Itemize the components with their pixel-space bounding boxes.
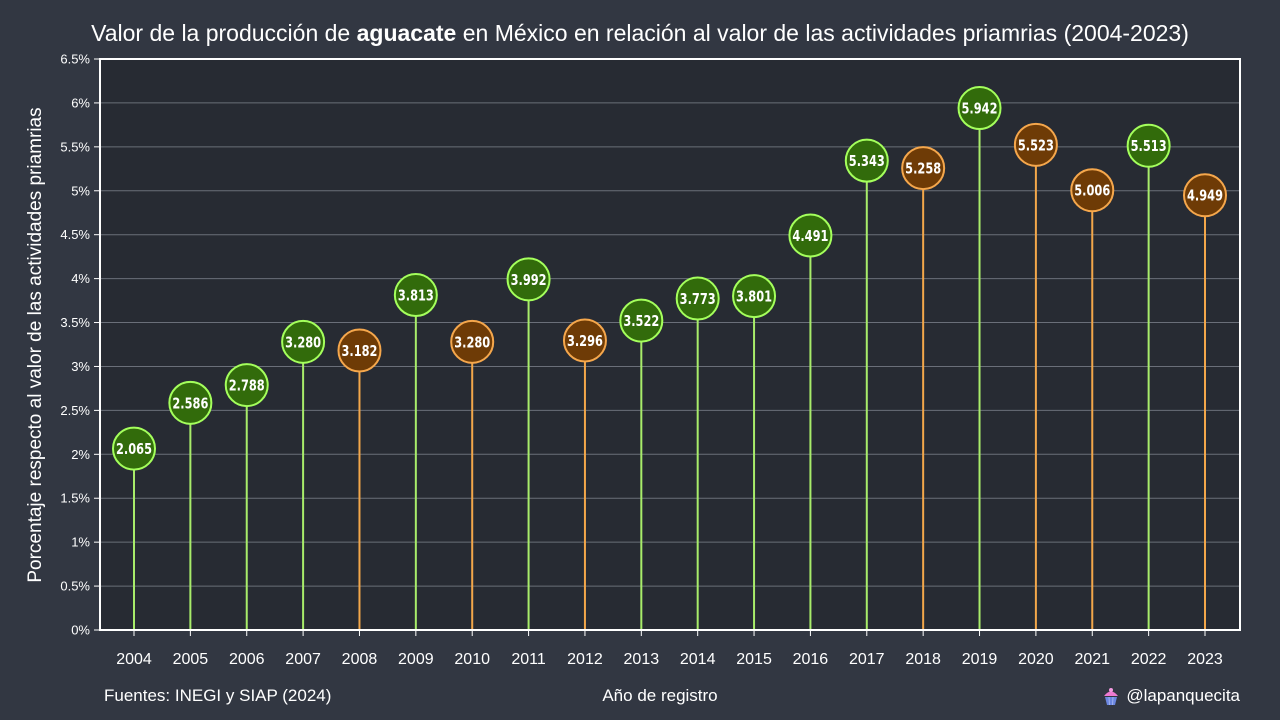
credit-handle: @lapanquecita xyxy=(1126,686,1240,705)
x-tick-label: 2023 xyxy=(1187,651,1223,668)
y-tick-label: 3% xyxy=(71,359,90,374)
title-before: Valor de la producción de xyxy=(91,20,357,46)
author-credit: @lapanquecita xyxy=(1102,686,1240,706)
x-tick-label: 2018 xyxy=(905,651,941,668)
y-tick-label: 0.5% xyxy=(60,579,90,594)
x-axis-ticks: 2004 2005 2006 2007 2008 2009 2010 2011 2012 2013… xyxy=(116,630,1223,668)
lollipop-marker xyxy=(506,257,551,302)
x-tick-label: 2007 xyxy=(285,651,321,668)
value-label: 3.992 xyxy=(511,271,547,289)
value-label: 3.296 xyxy=(567,332,603,350)
lollipop-markers: 2.065 2.586 2.788 3.280 3.182 3.813 3.280 3.992… xyxy=(112,86,1227,471)
x-tick-label: 2004 xyxy=(116,651,152,668)
lollipop-marker xyxy=(168,380,213,425)
value-label: 3.773 xyxy=(680,290,716,308)
title-bold: aguacate xyxy=(356,20,457,46)
lollipop-marker xyxy=(337,328,382,373)
lollipop-marker xyxy=(788,213,833,258)
x-tick-label: 2021 xyxy=(1074,651,1110,668)
lollipop-marker xyxy=(1183,173,1227,218)
y-tick-label: 2.5% xyxy=(60,403,90,418)
y-tick-label: 3.5% xyxy=(60,315,90,330)
lollipop-marker xyxy=(224,363,269,408)
lollipop-marker xyxy=(619,298,664,343)
x-tick-label: 2009 xyxy=(398,651,434,668)
value-label: 5.343 xyxy=(849,152,885,170)
x-tick-label: 2006 xyxy=(229,651,265,668)
lollipop-marker xyxy=(562,318,607,363)
value-label: 5.523 xyxy=(1018,136,1054,154)
x-tick-label: 2019 xyxy=(962,651,998,668)
lollipop-marker xyxy=(393,273,438,318)
x-tick-label: 2008 xyxy=(342,651,378,668)
lollipop-stems xyxy=(133,108,1206,630)
value-label: 3.522 xyxy=(623,312,659,330)
lollipop-marker xyxy=(675,276,720,321)
x-tick-label: 2005 xyxy=(173,651,209,668)
y-tick-label: 0% xyxy=(71,623,90,638)
y-axis-label: Porcentaje respecto al valor de las acti… xyxy=(25,107,46,583)
x-tick-label: 2017 xyxy=(849,651,885,668)
value-label: 5.513 xyxy=(1131,137,1167,155)
value-label: 5.258 xyxy=(905,160,941,178)
lollipop-marker xyxy=(1126,123,1171,168)
plot-frame xyxy=(99,58,1241,631)
lollipop-marker xyxy=(957,86,1002,131)
chart-title: Valor de la producción de aguacate en Mé… xyxy=(0,20,1280,47)
y-tick-label: 1% xyxy=(71,535,90,550)
lollipop-marker xyxy=(1070,168,1115,213)
x-tick-label: 2013 xyxy=(624,651,660,668)
x-tick-label: 2022 xyxy=(1131,651,1167,668)
plot-area xyxy=(100,59,1240,630)
lollipop-marker xyxy=(450,319,495,364)
value-label: 2.065 xyxy=(116,440,152,458)
value-label: 4.949 xyxy=(1187,187,1223,205)
y-tick-label: 6.5% xyxy=(60,52,90,67)
x-tick-label: 2016 xyxy=(793,651,829,668)
value-label: 2.586 xyxy=(172,394,208,412)
lollipop-marker xyxy=(1013,122,1058,167)
value-label: 5.942 xyxy=(962,100,998,118)
lollipop-marker xyxy=(732,274,777,319)
x-tick-label: 2020 xyxy=(1018,651,1054,668)
x-tick-label: 2011 xyxy=(511,651,546,668)
lollipop-marker xyxy=(901,146,946,191)
lollipop-marker xyxy=(112,426,156,471)
cupcake-icon xyxy=(1104,688,1119,706)
sources-note: Fuentes: INEGI y SIAP (2024) xyxy=(104,686,332,705)
y-axis-ticks: 0% 0.5% 1% 1.5% 2% 2.5% 3% 3.5% 4% 4.5% 5% 5.5% 6% 6.… xyxy=(60,52,100,638)
x-tick-label: 2012 xyxy=(567,651,603,668)
value-label: 3.182 xyxy=(341,342,377,360)
y-tick-label: 5% xyxy=(71,183,90,198)
y-tick-label: 4.5% xyxy=(60,227,90,242)
value-label: 3.801 xyxy=(736,288,772,306)
x-tick-label: 2010 xyxy=(454,651,490,668)
value-label: 4.491 xyxy=(792,227,828,245)
x-tick-label: 2015 xyxy=(736,651,772,668)
y-tick-label: 2% xyxy=(71,447,90,462)
lollipop-marker xyxy=(281,319,326,364)
y-tick-label: 6% xyxy=(71,95,90,110)
value-label: 3.280 xyxy=(454,333,490,351)
value-label: 3.813 xyxy=(398,287,434,305)
value-label: 5.006 xyxy=(1074,182,1110,200)
title-after: en México en relación al valor de las ac… xyxy=(456,20,1189,46)
y-tick-label: 4% xyxy=(71,271,90,286)
x-axis-label: Año de registro xyxy=(602,686,718,705)
y-tick-label: 1.5% xyxy=(60,491,90,506)
x-tick-label: 2014 xyxy=(680,651,716,668)
lollipop-marker xyxy=(844,138,889,183)
value-label: 3.280 xyxy=(285,333,321,351)
y-tick-label: 5.5% xyxy=(60,139,90,154)
value-label: 2.788 xyxy=(229,377,265,395)
